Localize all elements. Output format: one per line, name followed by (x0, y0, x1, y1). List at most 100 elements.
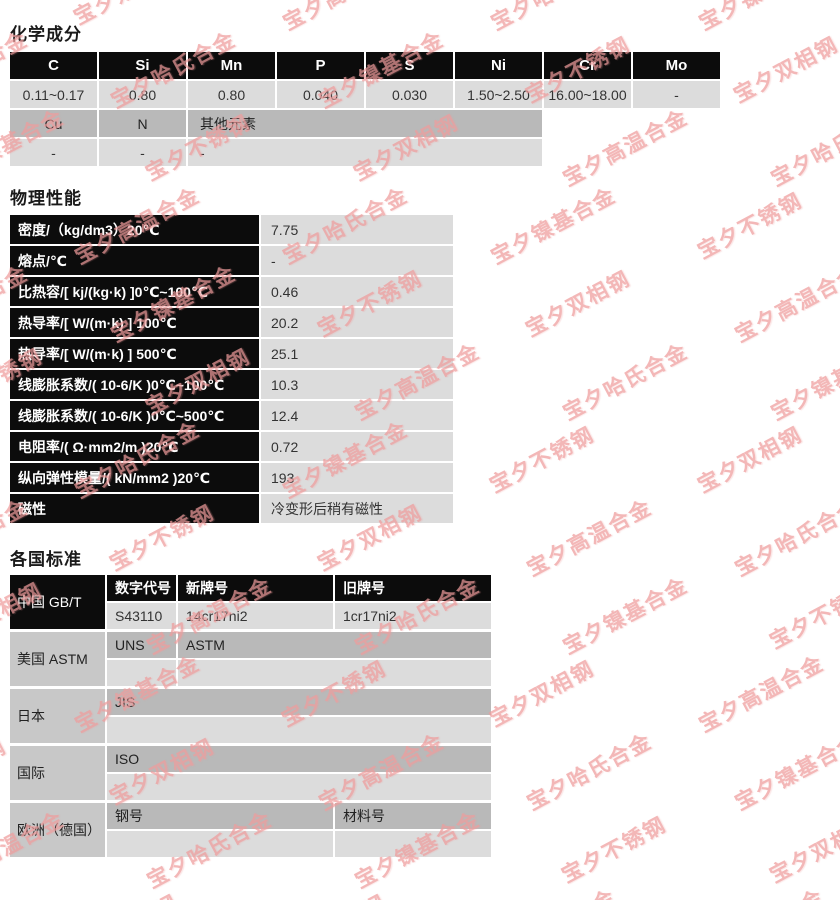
chem-value-cell: 0.80 (99, 81, 186, 108)
watermark-text: 宝夕双相钢 (486, 657, 599, 732)
chem-extra-value-cell: - (99, 139, 186, 166)
chem-value-cell: 0.11~0.17 (10, 81, 97, 108)
watermark-text: 宝夕镍基合金 (559, 573, 693, 659)
standards-value-cell: 1cr17ni2 (335, 603, 491, 629)
standards-group-international: 国际 ISO (10, 746, 491, 800)
chem-header-cell: Si (99, 52, 186, 79)
watermark-text: 宝夕不锈钢 (766, 579, 840, 654)
phys-value: 7.75 (261, 215, 453, 244)
chem-extra-header-cell: Cu (10, 110, 97, 137)
phys-value: 10.3 (261, 370, 453, 399)
chem-header-cell: S (366, 52, 453, 79)
phys-value: 0.46 (261, 277, 453, 306)
chemical-composition-table: C Si Mn P S Ni Cr Mo 0.11~0.17 0.80 0.80… (10, 52, 720, 168)
phys-value: - (261, 246, 453, 275)
chem-extra-header-cell: N (99, 110, 186, 137)
standards-value-cell (107, 660, 176, 686)
chem-header-cell: C (10, 52, 97, 79)
watermark-text: 宝夕不锈钢 (694, 189, 807, 264)
table-row: 线膨胀系数/( 10-6/K )0℃~500℃ 12.4 (10, 401, 453, 430)
standards-header-cell: 材料号 (335, 803, 491, 829)
phys-value: 冷变形后稍有磁性 (261, 494, 453, 523)
watermark-text: 宝夕双相钢 (730, 33, 840, 108)
chem-value-row: 0.11~0.17 0.80 0.80 0.040 0.030 1.50~2.5… (10, 81, 720, 108)
table-row: 热导率/[ W/(m·k) ] 100℃ 20.2 (10, 308, 453, 337)
chem-header-cell: Mo (633, 52, 720, 79)
standards-group-usa: 美国 ASTM UNS ASTM (10, 632, 491, 686)
table-row: 比热容/[ kj/(kg·k) ]0℃~100℃ 0.46 (10, 277, 453, 306)
standards-header-cell: UNS (107, 632, 176, 658)
standards-group-label: 美国 ASTM (10, 632, 105, 686)
section-title-chemical: 化学成分 (10, 25, 82, 44)
standards-group-china: 中国 GB/T 数字代号 新牌号 旧牌号 S43110 14cr17ni2 1c… (10, 575, 491, 629)
phys-value: 20.2 (261, 308, 453, 337)
chem-extra-header-cell: 其他元素 (188, 110, 542, 137)
chem-header-cell: Mn (188, 52, 275, 79)
chem-extra-value-row: - - - (10, 139, 720, 166)
chem-header-cell: Cr (544, 52, 631, 79)
watermark-text: 宝夕哈氏合金 (693, 881, 829, 900)
standards-group-japan: 日本 JIS (10, 689, 491, 743)
watermark-text: 宝夕镍基合金 (693, 0, 829, 37)
watermark-text: 宝夕高温合金 (731, 261, 840, 347)
phys-value: 12.4 (261, 401, 453, 430)
chem-value-cell: 0.80 (188, 81, 275, 108)
watermark-text: 宝夕双相钢 (276, 887, 392, 900)
watermark-text: 宝夕哈氏合金 (767, 105, 840, 191)
chem-header-cell: Ni (455, 52, 542, 79)
phys-value: 25.1 (261, 339, 453, 368)
section-title-standards: 各国标准 (10, 550, 82, 569)
watermark-text: 宝夕哈氏合金 (559, 339, 693, 425)
phys-label: 熔点/℃ (10, 246, 259, 275)
table-row: 密度/（kg/dm3）20℃ 7.75 (10, 215, 453, 244)
standards-value-cell (335, 831, 491, 857)
watermark-text: 宝夕哈氏合金 (523, 729, 657, 815)
phys-label: 比热容/[ kj/(kg·k) ]0℃~100℃ (10, 277, 259, 306)
standards-header-cell: 钢号 (107, 803, 333, 829)
watermark-text: 宝夕双相钢 (766, 813, 840, 888)
phys-value: 0.72 (261, 432, 453, 461)
phys-label: 线膨胀系数/( 10-6/K )0℃~100℃ (10, 370, 259, 399)
chem-extra-value-cell: - (10, 139, 97, 166)
watermark-text: 宝夕不锈钢 (68, 887, 184, 900)
standards-header-cell: ASTM (178, 632, 491, 658)
phys-label: 热导率/[ W/(m·k) ] 100℃ (10, 308, 259, 337)
watermark-text: 宝夕双相钢 (694, 423, 807, 498)
standards-table: 中国 GB/T 数字代号 新牌号 旧牌号 S43110 14cr17ni2 1c… (10, 575, 491, 860)
chem-value-cell: 0.030 (366, 81, 453, 108)
table-row: 磁性 冷变形后稍有磁性 (10, 494, 453, 523)
chem-header-cell: P (277, 52, 364, 79)
phys-label: 热导率/[ W/(m·k) ] 500℃ (10, 339, 259, 368)
watermark-text: 宝夕哈氏合金 (731, 495, 840, 581)
section-title-physical: 物理性能 (10, 189, 82, 208)
watermark-text: 宝夕双相钢 (68, 0, 184, 31)
table-row: 熔点/℃ - (10, 246, 453, 275)
table-row: 电阻率/( Ω·mm2/m )20℃ 0.72 (10, 432, 453, 461)
standards-group-label: 国际 (10, 746, 105, 800)
watermark-text: 宝夕高温合金 (523, 495, 657, 581)
watermark-text: 宝夕双相钢 (522, 267, 635, 342)
watermark-text: 宝夕镍基合金 (767, 339, 840, 425)
standards-value-cell (107, 774, 491, 800)
chem-header-row: C Si Mn P S Ni Cr Mo (10, 52, 720, 79)
chem-value-cell: - (633, 81, 720, 108)
standards-header-cell: ISO (107, 746, 491, 772)
standards-group-europe: 欧洲（德国） 钢号 材料号 (10, 803, 491, 857)
table-row: 热导率/[ W/(m·k) ] 500℃ 25.1 (10, 339, 453, 368)
standards-header-cell: JIS (107, 689, 491, 715)
standards-value-cell: 14cr17ni2 (178, 603, 333, 629)
phys-label: 线膨胀系数/( 10-6/K )0℃~500℃ (10, 401, 259, 430)
chem-value-cell: 16.00~18.00 (544, 81, 631, 108)
watermark-text: 宝夕镍基合金 (731, 729, 840, 815)
watermark-text: 宝夕哈氏合金 (485, 0, 621, 37)
standards-group-label: 中国 GB/T (10, 575, 105, 629)
standards-value-cell: S43110 (107, 603, 176, 629)
phys-label: 纵向弹性模量/( kN/mm2 )20℃ (10, 463, 259, 492)
standards-header-cell: 旧牌号 (335, 575, 491, 601)
standards-group-label: 日本 (10, 689, 105, 743)
watermark-text: 宝夕高温合金 (277, 0, 413, 37)
table-row: 线膨胀系数/( 10-6/K )0℃~100℃ 10.3 (10, 370, 453, 399)
standards-header-cell: 数字代号 (107, 575, 176, 601)
phys-label: 密度/（kg/dm3）20℃ (10, 215, 259, 244)
chem-value-cell: 1.50~2.50 (455, 81, 542, 108)
